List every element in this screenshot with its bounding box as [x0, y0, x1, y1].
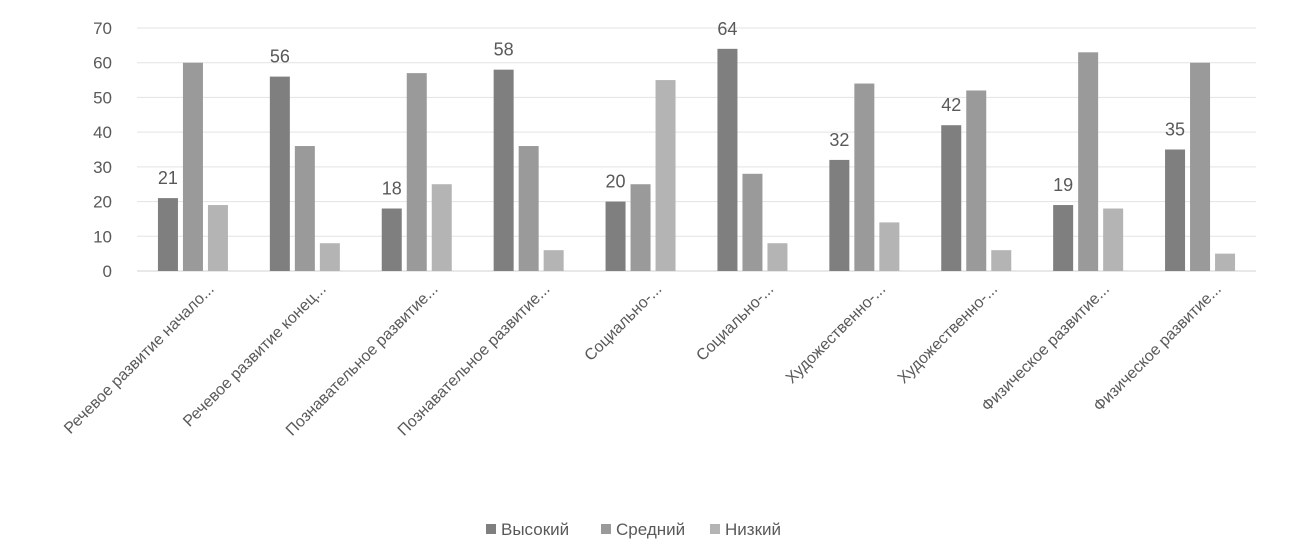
data-label: 64 — [717, 19, 737, 39]
category-label: Художественно-... — [783, 281, 889, 387]
y-tick-label: 50 — [93, 88, 112, 107]
bar-Средний-8 — [966, 90, 987, 271]
legend-label: Высокий — [501, 520, 569, 539]
category-label: Социально-... — [693, 281, 777, 365]
bar-Средний-6 — [742, 173, 763, 271]
data-label: 20 — [606, 172, 626, 192]
category-label: Физическое развитие... — [1091, 281, 1225, 415]
data-label: 42 — [941, 95, 961, 115]
bar-Высокий-7 — [829, 159, 850, 271]
bar-Средний-5 — [630, 184, 651, 271]
y-tick-label: 60 — [93, 54, 112, 73]
bar-Низкий-2 — [319, 243, 340, 271]
gridlines — [137, 27, 1256, 272]
y-tick-label: 30 — [93, 158, 112, 177]
bar-Низкий-5 — [655, 80, 676, 271]
bar-Высокий-3 — [381, 208, 402, 271]
bar-Высокий-5 — [605, 201, 626, 271]
y-tick-label: 20 — [93, 193, 112, 212]
bar-Высокий-10 — [1165, 149, 1186, 271]
bar-Высокий-8 — [941, 125, 962, 271]
bar-Высокий-4 — [493, 69, 514, 272]
legend-swatch — [710, 524, 720, 534]
bar-Низкий-3 — [431, 184, 452, 271]
data-label: 19 — [1053, 175, 1073, 195]
bar-Средний-2 — [294, 146, 315, 271]
bar-Низкий-9 — [1103, 208, 1124, 271]
data-label: 21 — [158, 168, 178, 188]
bar-Низкий-4 — [543, 250, 564, 271]
bar-Низкий-6 — [767, 243, 788, 271]
bar-Низкий-7 — [879, 222, 900, 271]
category-label: Художественно-... — [895, 281, 1001, 387]
bar-Высокий-6 — [717, 48, 738, 272]
bar-Низкий-8 — [991, 250, 1012, 271]
data-labels: 21 56 18 58 20 64 32 42 19 35 — [158, 19, 1185, 199]
bar-Средний-9 — [1078, 52, 1099, 271]
legend-swatch — [601, 524, 611, 534]
y-tick-label: 70 — [93, 19, 112, 38]
data-label: 56 — [270, 47, 290, 67]
legend-label: Низкий — [725, 520, 781, 539]
category-labels: Речевое развитие начало...Речевое развит… — [61, 281, 1225, 440]
data-label: 35 — [1165, 120, 1185, 140]
legend: Высокий Средний Низкий — [486, 520, 781, 539]
bar-Высокий-1 — [157, 198, 178, 271]
y-tick-label: 10 — [93, 227, 112, 246]
bar-Средний-4 — [518, 146, 539, 271]
bar-Высокий-2 — [269, 76, 290, 271]
bar-Низкий-1 — [207, 205, 228, 271]
bar-Средний-7 — [854, 83, 875, 272]
bar-Средний-3 — [406, 73, 427, 271]
bar-Средний-1 — [182, 62, 203, 271]
category-label: Социально-... — [582, 281, 666, 365]
y-axis-tick-labels: 0 10 20 30 40 50 60 70 — [93, 19, 112, 281]
y-tick-label: 0 — [103, 262, 112, 281]
legend-label: Средний — [616, 520, 685, 539]
category-label: Физическое развитие... — [979, 281, 1113, 415]
data-label: 58 — [494, 40, 514, 60]
data-label: 32 — [829, 130, 849, 150]
bar-Низкий-10 — [1215, 253, 1236, 271]
bar-Высокий-9 — [1053, 205, 1074, 271]
bar-Средний-10 — [1190, 62, 1211, 271]
y-tick-label: 40 — [93, 123, 112, 142]
legend-swatch — [486, 524, 496, 534]
data-label: 18 — [382, 179, 402, 199]
bars — [157, 48, 1236, 272]
